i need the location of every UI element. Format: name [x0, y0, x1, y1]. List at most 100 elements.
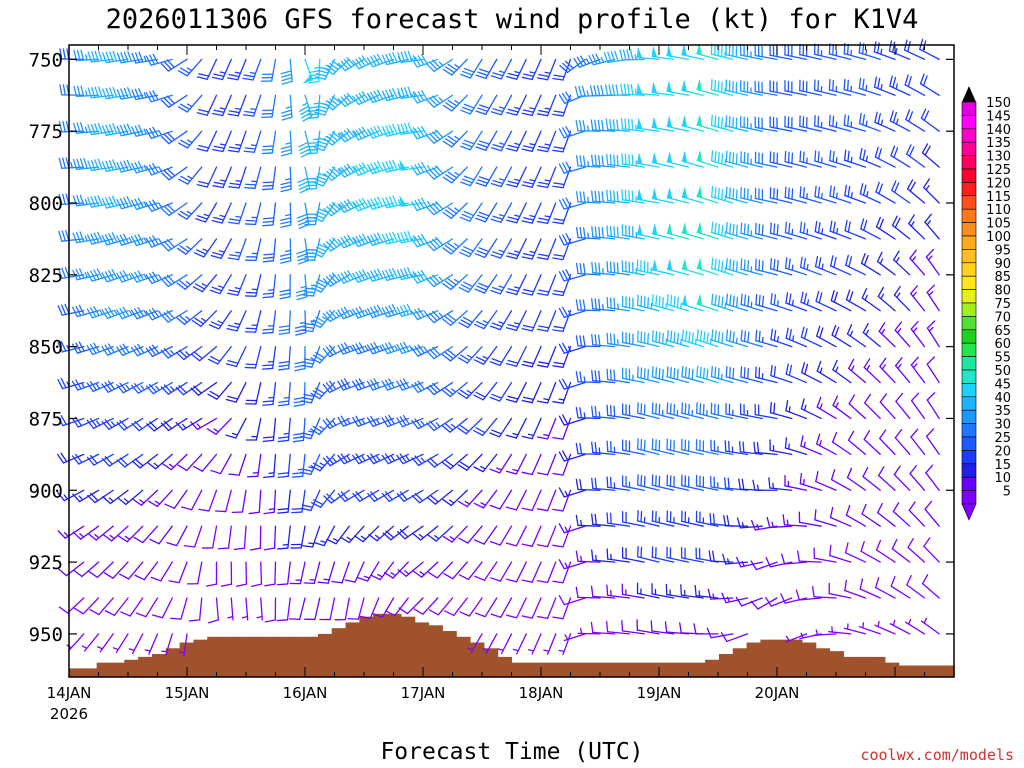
wind-barb	[426, 345, 454, 360]
wind-barb	[651, 82, 675, 96]
colorbar-swatch	[961, 182, 977, 197]
wind-barb	[505, 310, 527, 332]
wind-barb	[725, 257, 749, 276]
wind-barb	[353, 525, 380, 543]
wind-barb	[235, 561, 248, 587]
wind-barb	[261, 310, 277, 334]
wind-barb	[190, 417, 218, 431]
wind-barb	[536, 453, 557, 476]
wind-barb	[145, 344, 173, 358]
wind-barb	[830, 255, 852, 276]
terrain-column	[400, 616, 416, 677]
wind-barb	[474, 274, 498, 294]
wind-barb	[651, 583, 675, 599]
wind-barb	[323, 237, 350, 252]
wind-barb	[490, 130, 513, 152]
wind-barb	[575, 191, 601, 204]
wind-barb	[890, 576, 911, 599]
wind-barb	[590, 585, 616, 599]
wind-barb	[160, 58, 188, 72]
wind-barb	[130, 197, 159, 211]
wind-barb	[473, 453, 498, 473]
wind-barb	[101, 195, 129, 209]
terrain-column	[608, 662, 623, 677]
terrain-column	[179, 642, 195, 677]
wind-barb	[411, 417, 439, 430]
wind-barb	[558, 414, 586, 426]
wind-barb	[489, 310, 513, 331]
wind-barb	[227, 94, 247, 117]
wind-barb	[814, 509, 837, 527]
wind-barb	[86, 268, 114, 282]
wind-barb	[693, 623, 719, 635]
wind-barb	[521, 345, 542, 368]
colorbar-label: 60	[994, 337, 1011, 352]
wind-barb	[811, 585, 837, 599]
wind-barb	[710, 402, 734, 420]
wind-barb	[497, 633, 513, 655]
wind-barb	[262, 202, 277, 227]
wind-barb	[249, 525, 262, 551]
wind-barb	[695, 438, 719, 456]
wind-barb	[323, 201, 350, 217]
wind-barb	[552, 525, 572, 548]
wind-barb	[337, 163, 365, 178]
wind-barb	[832, 395, 852, 420]
wind-barb	[411, 89, 439, 104]
colorbar-label: 35	[994, 404, 1011, 419]
wind-barb	[366, 304, 395, 319]
y-tick-label: 875	[29, 408, 63, 430]
wind-barb	[710, 78, 734, 96]
wind-barb	[740, 222, 763, 240]
terrain-column	[124, 659, 139, 677]
wind-barb	[720, 632, 749, 643]
wind-barb	[212, 94, 232, 117]
wind-barb	[681, 402, 704, 420]
wind-barb	[177, 94, 203, 113]
wind-barb	[782, 514, 808, 527]
wind-barb	[366, 125, 395, 139]
wind-barb	[536, 310, 557, 332]
wind-barb	[248, 489, 262, 515]
colorbar-label: 25	[994, 431, 1011, 446]
wind-barb	[442, 525, 468, 543]
wind-barb	[521, 130, 542, 152]
colorbar-label: 30	[994, 418, 1011, 433]
wind-barb	[591, 549, 616, 563]
terrain-column	[912, 665, 927, 677]
wind-barb	[619, 49, 645, 61]
wind-barb	[426, 201, 454, 216]
wind-barb	[696, 365, 719, 384]
wind-barb	[73, 85, 100, 97]
wind-barb	[536, 345, 557, 368]
wind-barb	[160, 274, 188, 288]
wind-barb	[740, 115, 763, 132]
wind-barb	[177, 453, 203, 472]
terrain-column	[262, 636, 278, 677]
terrain-column	[732, 648, 748, 677]
wind-barb	[784, 186, 808, 204]
wind-barb	[101, 232, 129, 246]
wind-barb	[225, 417, 247, 439]
wind-barb	[621, 439, 645, 456]
wind-barb	[231, 489, 247, 514]
wind-barb	[322, 272, 350, 287]
wind-barb	[73, 561, 100, 578]
wind-barb	[521, 310, 542, 332]
wind-barb	[552, 561, 572, 584]
wind-barb	[474, 561, 498, 581]
wind-barb	[398, 597, 424, 615]
wind-barb	[337, 270, 365, 284]
wind-barb	[245, 238, 262, 262]
wind-barb	[910, 428, 926, 456]
wind-barb	[145, 126, 173, 140]
wind-barb	[322, 309, 350, 323]
wind-barb	[740, 329, 763, 348]
wind-barb	[781, 553, 808, 565]
wind-barb	[681, 151, 704, 168]
wind-barb	[413, 597, 439, 615]
terrain-column	[525, 662, 540, 677]
colorbar-label: 45	[994, 377, 1011, 392]
wind-barb	[207, 345, 232, 365]
